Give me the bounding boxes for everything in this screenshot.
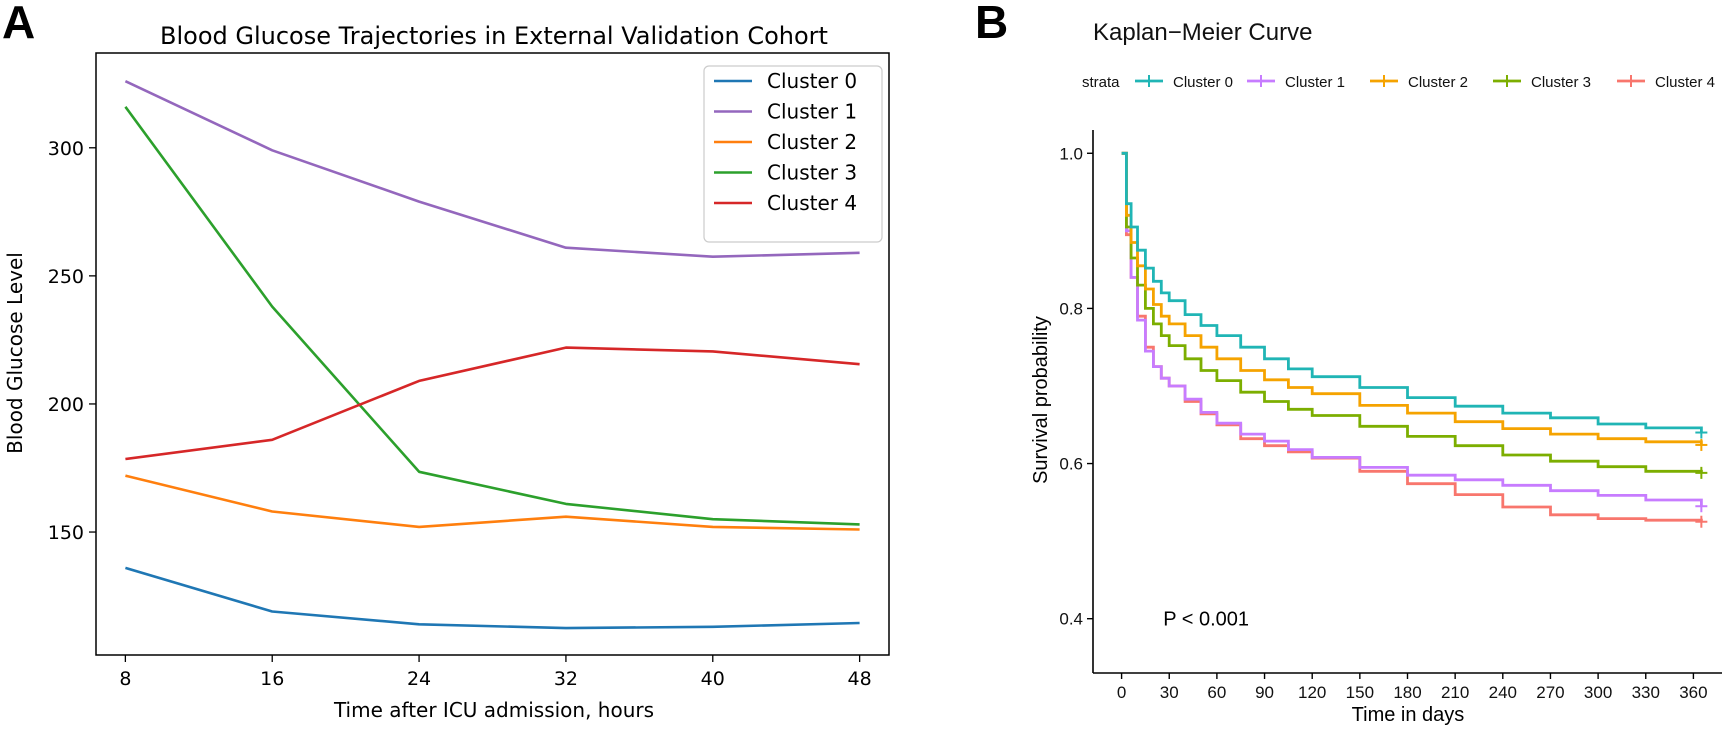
y-tick-label: 150	[48, 522, 84, 544]
x-tick-label: 120	[1298, 683, 1326, 702]
legend-label-cluster-4: Cluster 4	[767, 191, 857, 215]
series-line-cluster-3	[124, 106, 860, 526]
chart-a-frame	[95, 52, 890, 656]
legend-label-cluster-1: Cluster 1	[1285, 74, 1345, 91]
x-tick-label: 8	[119, 668, 131, 690]
y-tick-label: 250	[48, 266, 84, 288]
chart-a-x-axis-label: Time after ICU admission, hours	[333, 698, 654, 722]
chart-b-p-value: P < 0.001	[1163, 609, 1249, 631]
chart-a-legend: Cluster 0 Cluster 1 Cluster 2 Cluster 3 Clus…	[703, 65, 883, 243]
chart-b-x-axis-label: Time in days	[1352, 704, 1465, 726]
y-tick-label: 0.8	[1059, 299, 1083, 318]
x-tick-label: 150	[1346, 683, 1374, 702]
legend-label-cluster-2: Cluster 2	[1408, 74, 1468, 91]
y-tick-label: 1.0	[1059, 144, 1083, 163]
y-tick-label: 300	[48, 138, 84, 160]
x-tick-label: 0	[1117, 683, 1126, 702]
series-line-cluster-2	[125, 474, 860, 531]
chart-b-y-axis-label: Survival probability	[1030, 316, 1052, 484]
chart-a: Blood Glucose Trajectories in External V…	[3, 22, 890, 722]
x-tick-label: 16	[260, 668, 284, 690]
x-tick-label: 30	[1160, 683, 1179, 702]
legend-label-cluster-3: Cluster 3	[767, 161, 857, 185]
panel-label-b: B	[975, 0, 1008, 48]
series-line-cluster-4	[125, 346, 860, 461]
chart-a-y-ticks: 150 200 250 300	[48, 138, 96, 544]
legend-label-cluster-4: Cluster 4	[1655, 74, 1715, 91]
km-curve-cluster-3	[1121, 151, 1703, 473]
x-tick-label: 360	[1679, 683, 1707, 702]
legend-label-cluster-3: Cluster 3	[1531, 74, 1591, 91]
y-tick-label: 0.6	[1059, 455, 1083, 474]
legend-label-cluster-0: Cluster 0	[1173, 74, 1233, 91]
y-tick-label: 200	[48, 394, 84, 416]
chart-b-x-ticks: 0 30 60 90 120 150 180 210 240 270 300 330 360	[1117, 673, 1708, 702]
series-line-cluster-1	[124, 80, 860, 259]
series-line-cluster-0	[125, 566, 860, 630]
y-tick-label: 0.4	[1059, 610, 1083, 629]
x-tick-label: 330	[1632, 683, 1660, 702]
x-tick-label: 180	[1393, 683, 1421, 702]
km-curve-cluster-0	[1121, 151, 1703, 433]
chart-b-curves	[1121, 151, 1708, 528]
km-curve-cluster-2	[1121, 151, 1703, 445]
chart-a-y-axis-label: Blood Glucose Level	[3, 252, 27, 454]
km-curve-cluster-1	[1121, 151, 1703, 507]
chart-a-legend-box	[703, 65, 883, 243]
x-tick-label: 300	[1584, 683, 1612, 702]
x-tick-label: 90	[1255, 683, 1274, 702]
legend-label-cluster-1: Cluster 1	[767, 100, 857, 124]
chart-a-x-ticks: 8 16 24 32 40 48	[119, 655, 872, 690]
legend-label-cluster-2: Cluster 2	[767, 130, 857, 154]
x-tick-label: 32	[554, 668, 578, 690]
x-tick-label: 40	[701, 668, 725, 690]
x-tick-label: 48	[848, 668, 872, 690]
chart-b-title: Kaplan−Meier Curve	[1093, 19, 1312, 46]
chart-b-legend-title: strata	[1082, 74, 1120, 91]
chart-a-lines	[124, 80, 860, 630]
x-tick-label: 60	[1207, 683, 1226, 702]
legend-label-cluster-0: Cluster 0	[767, 69, 857, 93]
panel-label-a: A	[2, 0, 35, 48]
x-tick-label: 24	[407, 668, 431, 690]
chart-b-y-ticks: 0.4 0.6 0.8 1.0	[1059, 144, 1093, 629]
x-tick-label: 270	[1536, 683, 1564, 702]
chart-b: Kaplan−Meier Curve strata Cluster 0 Clust…	[1030, 19, 1722, 726]
x-tick-label: 210	[1441, 683, 1469, 702]
chart-a-title: Blood Glucose Trajectories in External V…	[160, 22, 828, 50]
chart-b-legend: strata Cluster 0 Cluster 1 Cluster 2 Cluste…	[1082, 74, 1715, 91]
x-tick-label: 240	[1489, 683, 1517, 702]
